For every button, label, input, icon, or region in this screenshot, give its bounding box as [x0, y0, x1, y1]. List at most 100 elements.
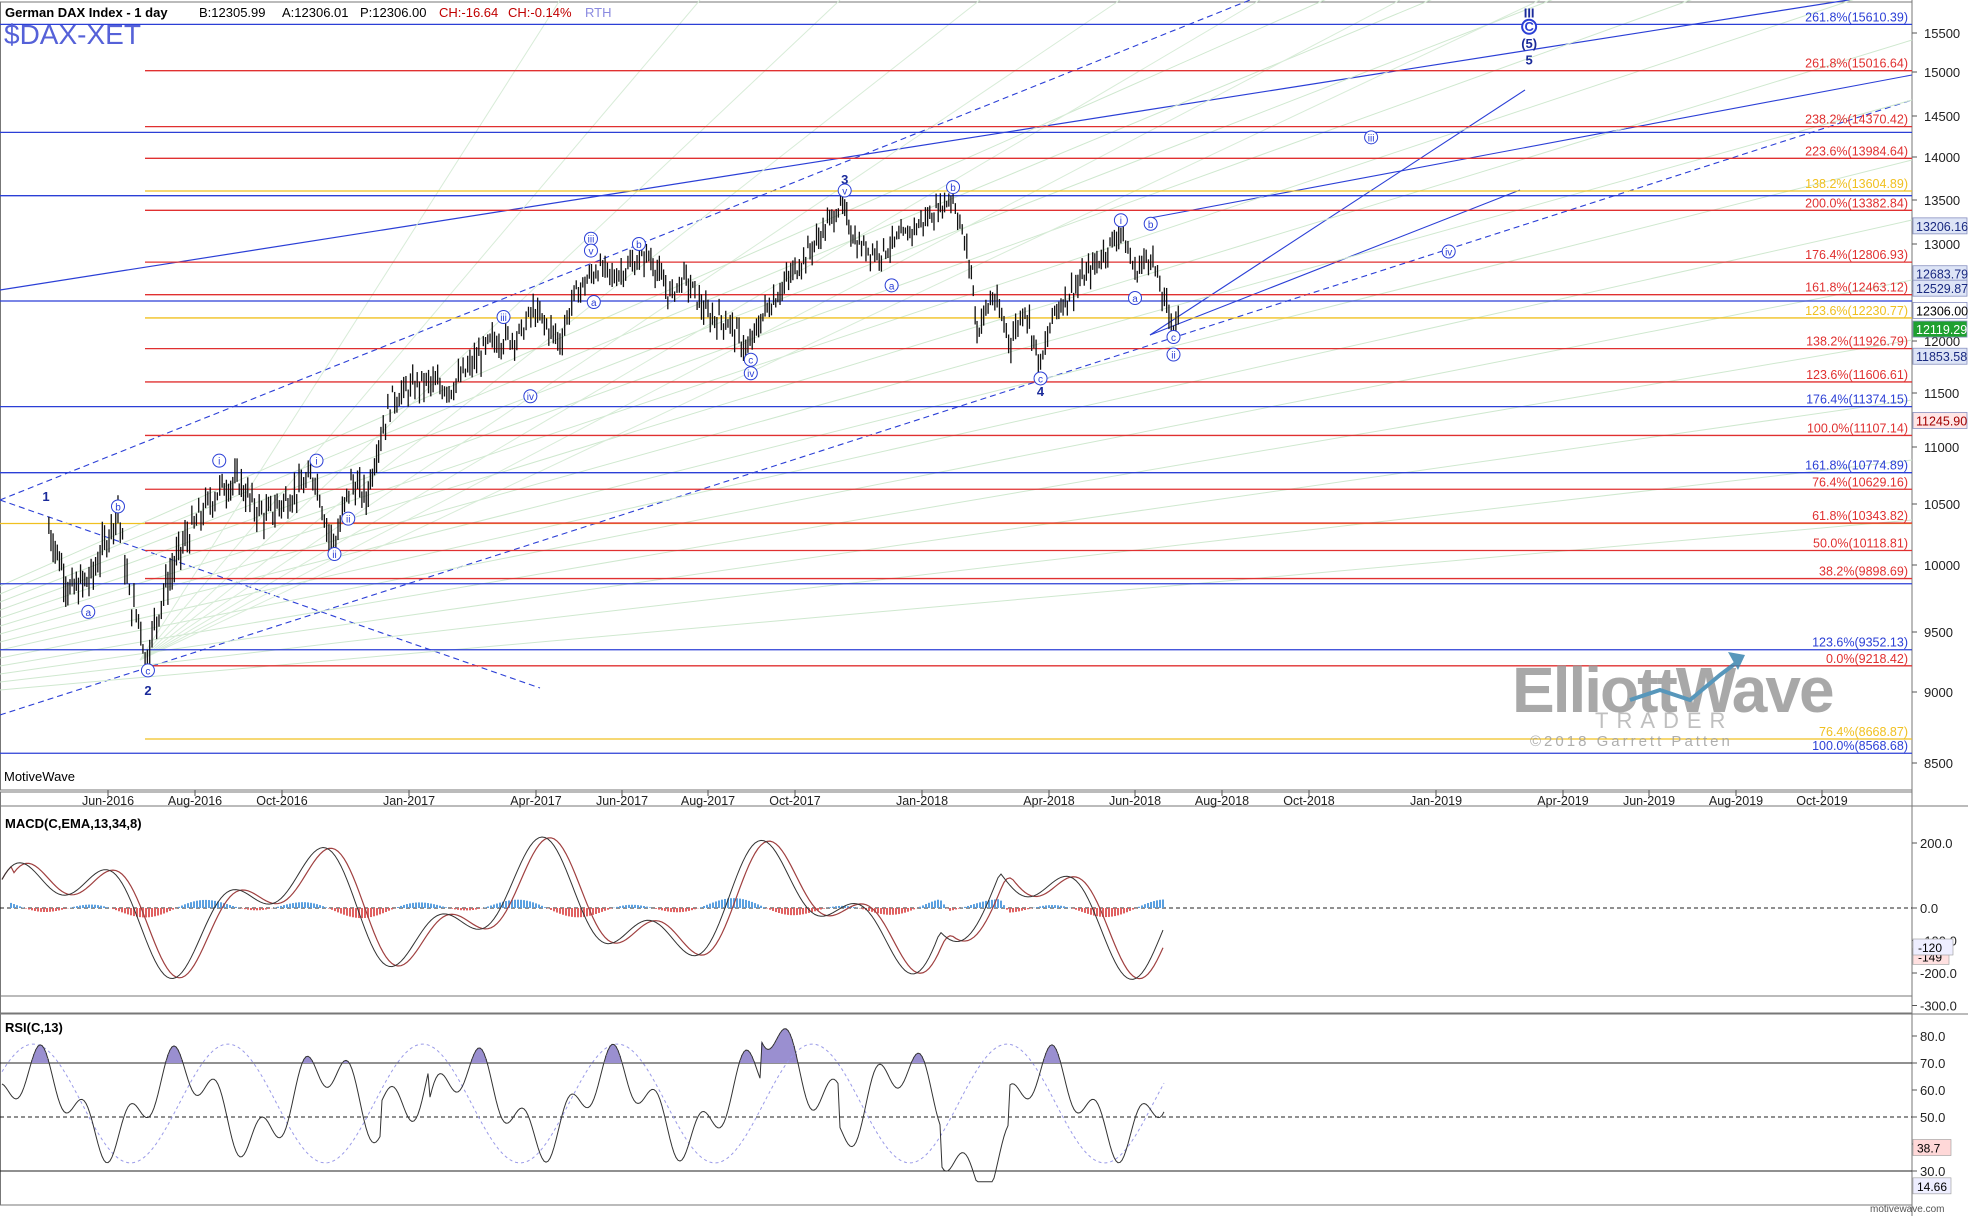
- level-label: 0.0%(9218.42): [1826, 652, 1908, 666]
- price-flag-box: [1912, 347, 1968, 365]
- wave-label-circle: [743, 352, 758, 367]
- level-label: 50.0%(10118.81): [1813, 537, 1908, 551]
- date-tick-label: Aug-2018: [1195, 794, 1249, 808]
- wave-label-circle: [110, 499, 125, 514]
- date-tick-label: Jan-2019: [1410, 794, 1462, 808]
- price-tick-label: 14000: [1924, 150, 1960, 165]
- wave-label-circle: [309, 453, 324, 468]
- wave-label-circle: [1166, 347, 1181, 362]
- price-axis: 8500 9000 9500 10000 10500 11000 11500 12000 125…: [1912, 26, 1968, 771]
- price-bars: [48, 186, 1179, 670]
- wave-label: v: [588, 247, 593, 258]
- wave-label: iv: [1445, 248, 1452, 259]
- macd-flag-box: [1912, 938, 1954, 956]
- date-axis: Jun-2016 Aug-2016 Oct-2016 Jan-2017 Apr-2017…: [0, 789, 1912, 808]
- price-tick-label: 15500: [1924, 26, 1960, 41]
- rsi-band-line: [1, 1043, 1165, 1164]
- wave-label: 2: [144, 683, 151, 698]
- wave-label: iv: [747, 369, 754, 380]
- wave-label-circle: [946, 180, 961, 195]
- price-flag-label: 13206.16: [1916, 220, 1968, 234]
- date-tick-label: Jun-2019: [1623, 794, 1675, 808]
- wave-label: ii: [346, 515, 350, 526]
- date-tick-label: Jan-2017: [383, 794, 435, 808]
- wave-label-circle: [1033, 371, 1048, 386]
- wave-label-circle: [1166, 330, 1181, 344]
- price-flag-label: 11853.58: [1916, 350, 1967, 364]
- wave-label: a: [86, 608, 92, 619]
- price-tick-label: 13000: [1924, 237, 1960, 252]
- rsi-panel: 80.070.060.050.040.030.038.714.66: [0, 1028, 1952, 1195]
- wave-label: III: [1524, 6, 1535, 21]
- wave-label-circle: [341, 511, 356, 526]
- date-tick-label: Oct-2017: [769, 794, 820, 808]
- gann-fan-line: [0, 459, 1913, 683]
- level-label: 123.6%(9352.13): [1812, 636, 1908, 650]
- date-tick-label: Oct-2016: [256, 794, 307, 808]
- date-tick-label: Jan-2018: [896, 794, 948, 808]
- fibonacci-level-lines: 261.8%(15610.39) 261.8%(15016.64) 238.2%(1…: [0, 10, 1912, 754]
- trend-line: [0, 99, 1913, 716]
- price-flag-label: 12306.00: [1916, 304, 1968, 318]
- wave-label: ii: [332, 550, 336, 561]
- trend-line: [1149, 74, 1913, 219]
- rsi-tick-label: 80.0: [1920, 1029, 1945, 1044]
- level-label: 176.4%(11374.15): [1806, 393, 1908, 407]
- symbol-label: $DAX-XET: [4, 19, 141, 50]
- price-tick-label: 12000: [1924, 334, 1960, 349]
- price-flag-label: 12119.29: [1916, 323, 1967, 337]
- wave-label: 1: [42, 489, 49, 504]
- level-label: 38.2%(9898.69): [1819, 565, 1908, 579]
- gann-fan-line: [0, 519, 1913, 691]
- level-label: 100.0%(11107.14): [1807, 421, 1908, 435]
- wave-label-circle: [496, 310, 511, 324]
- gann-fan-line: [0, 0, 1854, 619]
- macd-panel: 200.00.0-100.0-200.0-300.0-149-120: [0, 836, 1957, 1014]
- elliottwave-trader-logo: ElliottWave TRADER ©2018 Garrett Patten: [1512, 652, 1835, 750]
- rsi-flag-box: [1912, 1177, 1952, 1195]
- wave-label: iii: [588, 235, 595, 246]
- price-tick-label: 10000: [1924, 558, 1960, 573]
- macd-title: MACD(C,EMA,13,34,8): [5, 816, 142, 831]
- level-label: 123.6%(11606.61): [1806, 368, 1908, 382]
- date-tick-label: Apr-2019: [1537, 794, 1588, 808]
- date-tick-label: Aug-2016: [168, 794, 222, 808]
- gann-fan-line: [0, 159, 1913, 643]
- session-label: RTH: [585, 5, 611, 20]
- gann-fan-line: [0, 39, 1913, 627]
- wave-label-circle: [884, 278, 899, 293]
- macd-line: [1, 836, 1164, 980]
- date-tick-label: Jun-2018: [1109, 794, 1161, 808]
- wave-label-circle: [1143, 216, 1158, 231]
- level-label: 123.6%(12230.77): [1805, 304, 1908, 318]
- wave-label: iv: [527, 392, 534, 403]
- date-tick-label: Aug-2019: [1709, 794, 1763, 808]
- gann-fan-line: [0, 0, 1692, 611]
- wave-label-circle: [1128, 291, 1142, 305]
- wave-label: b: [950, 183, 956, 194]
- rsi-tick-label: 60.0: [1920, 1083, 1945, 1098]
- wave-label: ii: [1171, 351, 1175, 362]
- price-flag-label: 12683.79: [1916, 268, 1968, 282]
- level-label: 161.8%(10774.89): [1805, 459, 1908, 473]
- wave-label: i: [218, 457, 220, 468]
- rsi-title: RSI(C,13): [5, 1020, 63, 1035]
- level-label: 238.2%(14370.42): [1805, 113, 1908, 127]
- level-label: 176.4%(12806.93): [1805, 248, 1908, 262]
- wave-label-circle: [212, 453, 227, 468]
- wave-label-circle: [743, 366, 758, 381]
- watermark-sub-text: TRADER: [1595, 708, 1733, 733]
- rsi-flag-label: 14.66: [1917, 1180, 1947, 1194]
- price-flag-box: [1912, 217, 1968, 235]
- change-value: CH:-16.64: [439, 5, 498, 20]
- change-pct-value: CH:-0.14%: [508, 5, 572, 20]
- wave-label-circle: [583, 243, 598, 258]
- wave-label: c: [1038, 374, 1043, 385]
- gann-fan-line: [0, 279, 1913, 659]
- price-value: P:12306.00: [360, 5, 427, 20]
- wave-label: b: [115, 502, 121, 513]
- level-label: 61.8%(10343.82): [1812, 509, 1908, 523]
- wave-label: c: [145, 666, 150, 677]
- wave-label: b: [1148, 220, 1154, 231]
